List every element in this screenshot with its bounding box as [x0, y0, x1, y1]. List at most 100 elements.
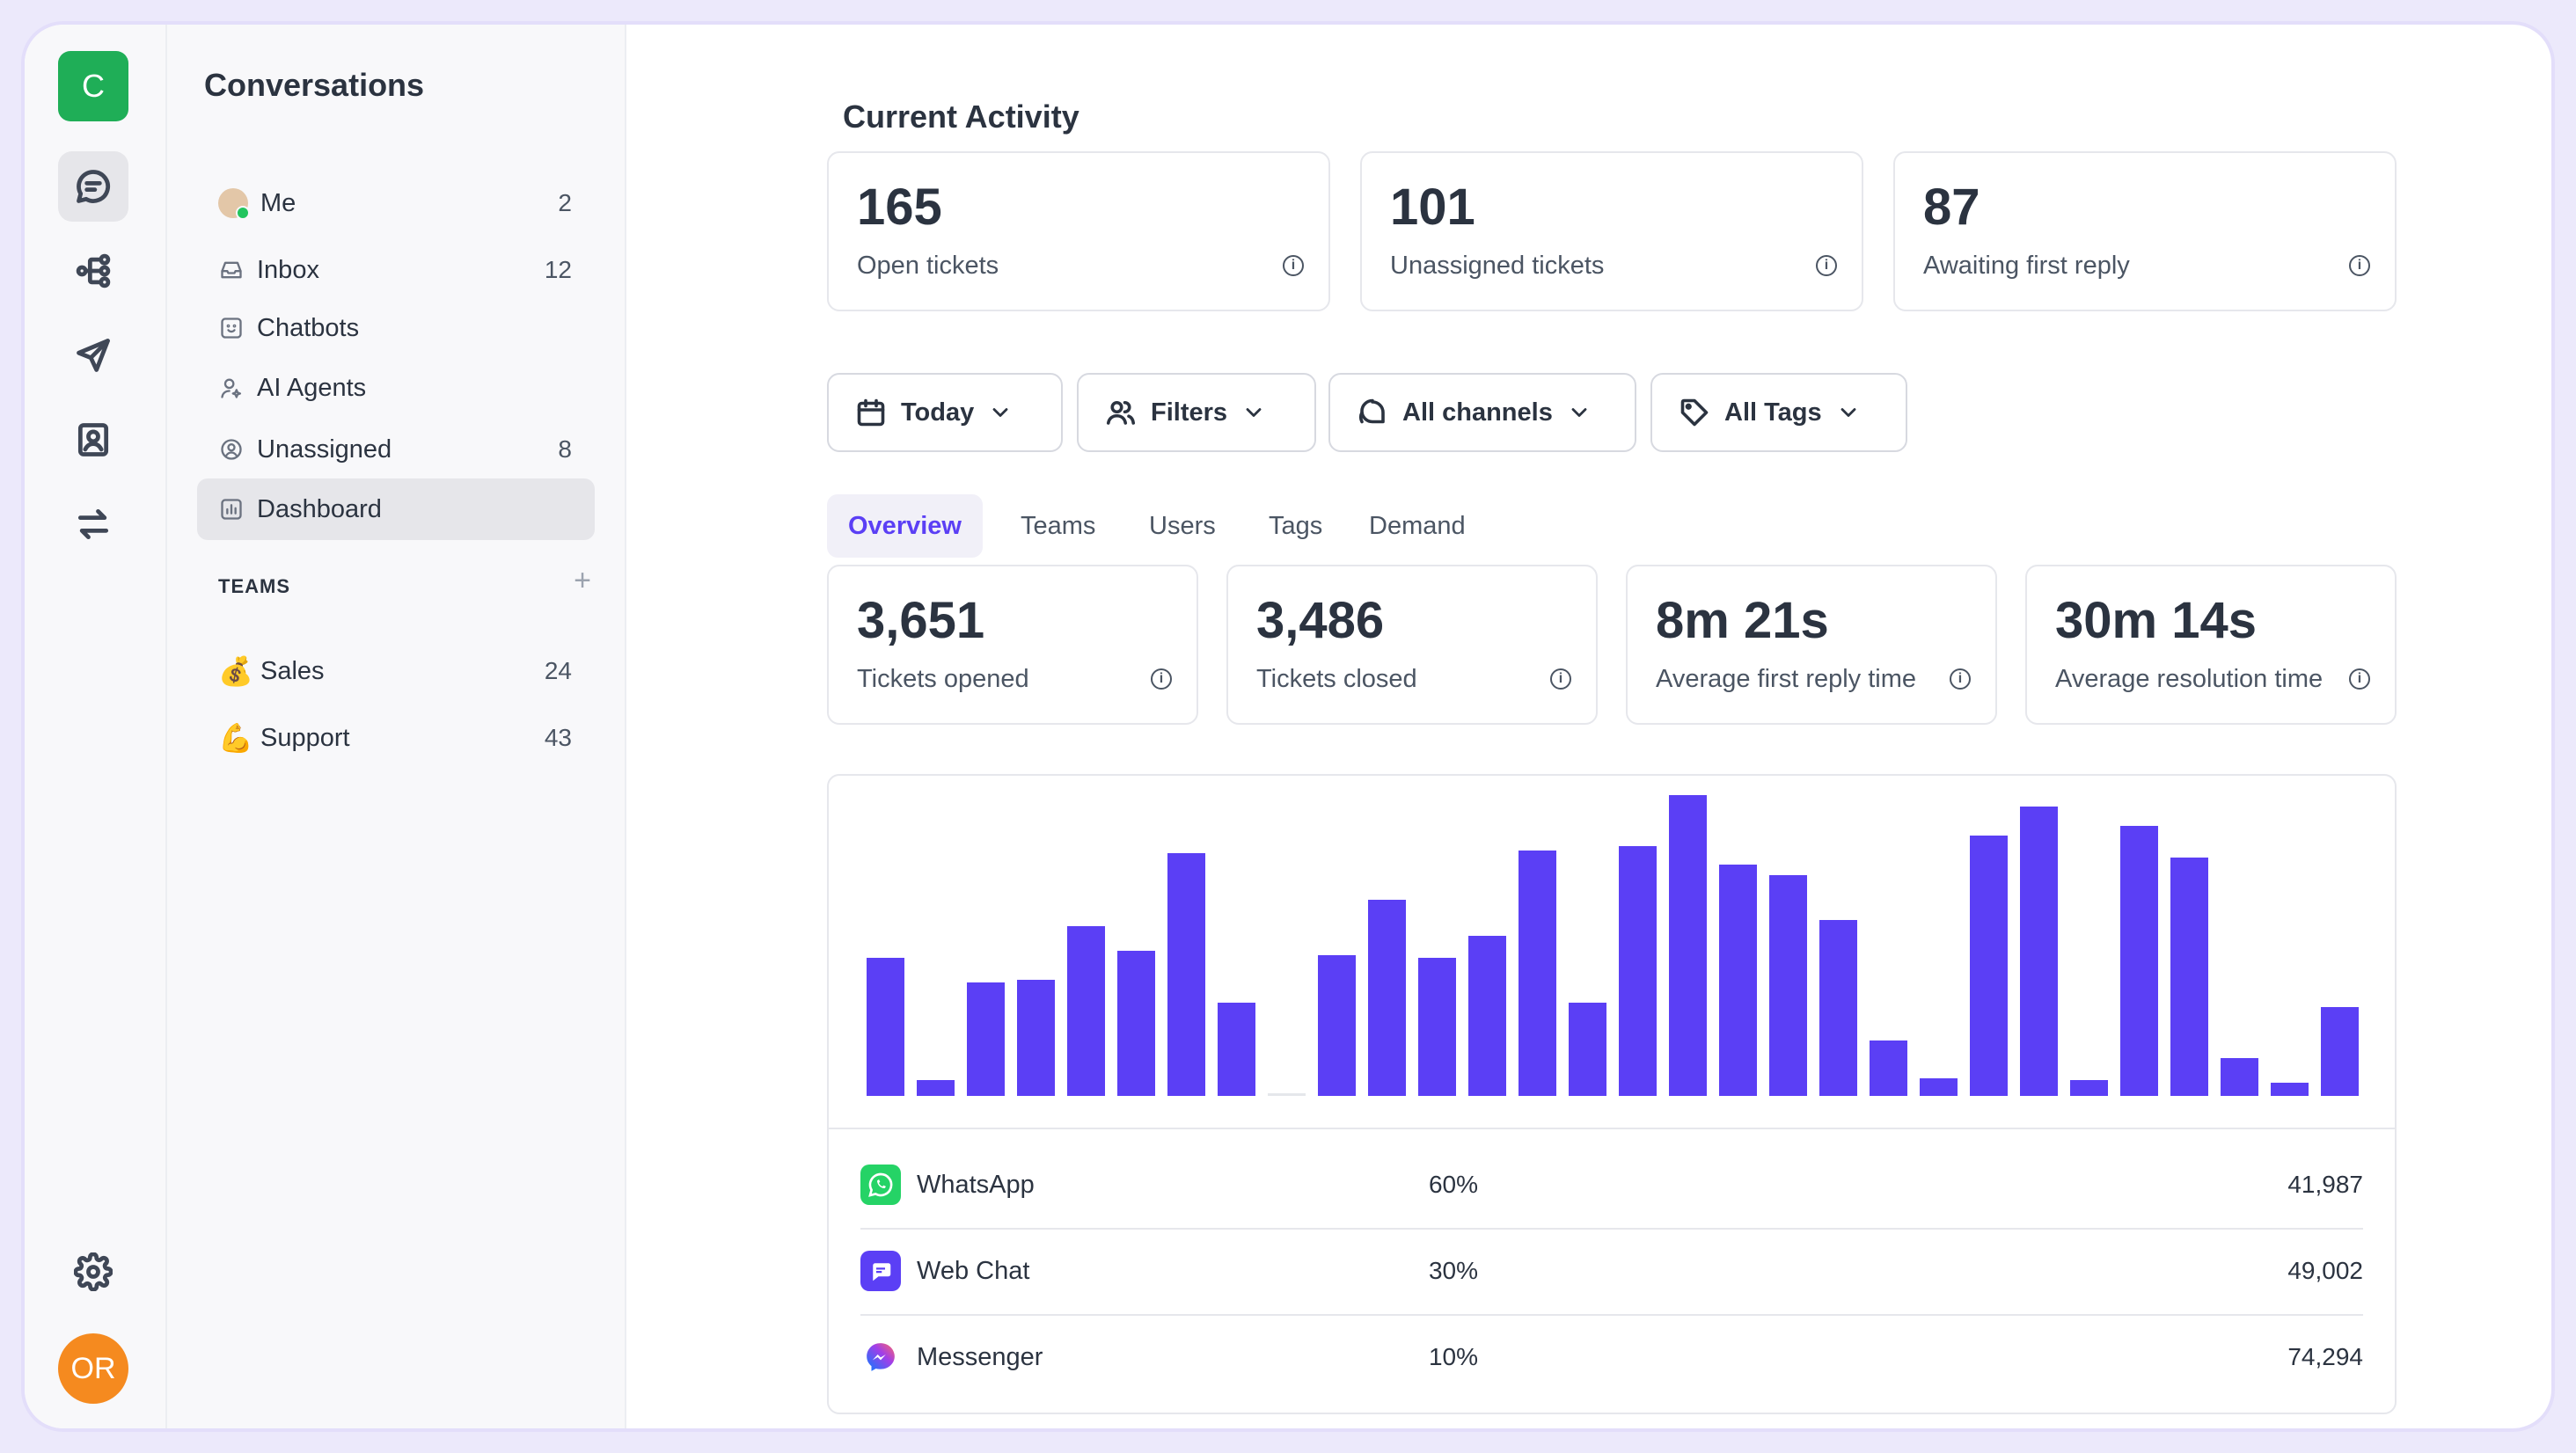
sidebar-item-team-support[interactable]: 💪 Support 43: [197, 707, 595, 769]
conversations-icon[interactable]: [58, 151, 128, 222]
channel-name: WhatsApp: [917, 1170, 1035, 1199]
whatsapp-icon: [860, 1165, 901, 1205]
sidebar-item-label: AI Agents: [257, 373, 367, 402]
channel-row-messenger: Messenger 10% 74,294: [860, 1314, 2363, 1400]
chart-bar[interactable]: [1819, 919, 1858, 1096]
sidebar-item-unassigned[interactable]: Unassigned 8: [197, 419, 595, 480]
bar-chart: [860, 795, 2365, 1096]
info-icon[interactable]: i: [2349, 668, 2370, 690]
info-icon[interactable]: i: [1950, 668, 1971, 690]
tab-tags[interactable]: Tags: [1269, 511, 1323, 540]
metric-label: Tickets closed: [1256, 665, 1417, 693]
chart-bar[interactable]: [1367, 900, 1407, 1096]
add-team-icon[interactable]: +: [574, 564, 591, 597]
chart-bar[interactable]: [2069, 1080, 2109, 1096]
chart-bar[interactable]: [1768, 875, 1808, 1096]
channel-name: Web Chat: [917, 1256, 1030, 1285]
teams-heading: TEAMS: [218, 575, 290, 597]
channels-dropdown[interactable]: All channels: [1328, 373, 1636, 452]
sidebar-item-ai-agents[interactable]: AI Agents: [197, 357, 595, 419]
divider: [829, 1128, 2395, 1129]
workspace-logo[interactable]: C: [58, 51, 128, 121]
info-icon[interactable]: i: [2349, 255, 2370, 276]
chart-bar[interactable]: [916, 1080, 955, 1096]
tab-teams[interactable]: Teams: [1021, 511, 1096, 540]
contacts-icon[interactable]: [58, 405, 128, 475]
chart-bar[interactable]: [1919, 1077, 1958, 1096]
chart-bar[interactable]: [1568, 1002, 1607, 1096]
chart-bar[interactable]: [1869, 1040, 1908, 1096]
sidebar-item-label: Chatbots: [257, 313, 360, 342]
main-content: Current Activity 165 Open tickets i 101 …: [626, 25, 2551, 1428]
divider: [860, 1228, 2363, 1230]
metric-value: 3,651: [857, 592, 985, 649]
metric-card-first-reply: 8m 21s Average first reply time i: [1626, 565, 1997, 725]
info-icon[interactable]: i: [1283, 255, 1304, 276]
chart-bar[interactable]: [1317, 955, 1357, 1096]
stat-value: 101: [1390, 179, 1475, 236]
chart-bar[interactable]: [1618, 846, 1658, 1096]
chart-bar[interactable]: [1066, 926, 1106, 1096]
chart-bar[interactable]: [1167, 852, 1206, 1096]
chart-bar[interactable]: [1718, 864, 1758, 1096]
chart-bar[interactable]: [1267, 1093, 1306, 1096]
webchat-icon: [860, 1251, 901, 1291]
chart-bar[interactable]: [2119, 826, 2159, 1096]
workflow-icon[interactable]: [58, 236, 128, 306]
conversations-panel: Conversations Me 2 Inbox 12 Chatbots AI …: [167, 25, 626, 1428]
sidebar-item-chatbots[interactable]: Chatbots: [197, 297, 595, 359]
chart-bar[interactable]: [1116, 951, 1156, 1096]
integrations-icon[interactable]: [58, 489, 128, 559]
sidebar-item-label: Inbox: [257, 255, 319, 284]
channel-name: Messenger: [917, 1342, 1043, 1371]
flexed-arm-icon: 💪: [218, 722, 253, 754]
sidebar-item-count: 24: [544, 657, 572, 684]
chart-bar[interactable]: [2019, 806, 2059, 1096]
chip-label: All channels: [1402, 398, 1553, 427]
sidebar-item-dashboard[interactable]: Dashboard: [197, 478, 595, 540]
chart-bar[interactable]: [966, 982, 1006, 1096]
chart-bar[interactable]: [1467, 935, 1507, 1096]
chart-bar[interactable]: [1217, 1002, 1256, 1096]
sidebar-item-count: 43: [544, 724, 572, 751]
info-icon[interactable]: i: [1550, 668, 1571, 690]
sidebar-item-inbox[interactable]: Inbox 12: [197, 239, 595, 301]
tags-dropdown[interactable]: All Tags: [1650, 373, 1907, 452]
messenger-icon: [860, 1337, 901, 1377]
chart-bar[interactable]: [1969, 835, 2009, 1096]
user-avatar[interactable]: OR: [58, 1333, 128, 1404]
chart-bar[interactable]: [1417, 957, 1457, 1096]
tab-users[interactable]: Users: [1149, 511, 1216, 540]
unassigned-icon: [218, 436, 245, 463]
sidebar-item-label: Me: [260, 188, 296, 217]
chart-bar[interactable]: [2220, 1057, 2259, 1096]
settings-icon[interactable]: [58, 1237, 128, 1307]
filters-dropdown[interactable]: Filters: [1077, 373, 1316, 452]
chart-bar[interactable]: [2170, 857, 2209, 1096]
chart-bar[interactable]: [1016, 980, 1056, 1096]
metric-label: Tickets opened: [857, 665, 1029, 693]
activity-card-awaiting: 87 Awaiting first reply i: [1893, 151, 2397, 311]
stat-label: Awaiting first reply: [1923, 252, 2130, 280]
users-icon: [1106, 400, 1136, 425]
metric-card-closed: 3,486 Tickets closed i: [1226, 565, 1598, 725]
activity-card-unassigned: 101 Unassigned tickets i: [1360, 151, 1863, 311]
stat-label: Unassigned tickets: [1390, 252, 1605, 280]
tag-icon: [1680, 398, 1709, 427]
chart-bar[interactable]: [2270, 1082, 2309, 1096]
info-icon[interactable]: i: [1151, 668, 1172, 690]
chart-bar[interactable]: [866, 957, 905, 1096]
metric-card-opened: 3,651 Tickets opened i: [827, 565, 1198, 725]
chart-bar[interactable]: [1518, 851, 1557, 1096]
chart-bar[interactable]: [1668, 795, 1708, 1096]
sidebar-item-me[interactable]: Me 2: [197, 172, 595, 234]
send-icon[interactable]: [58, 320, 128, 391]
info-icon[interactable]: i: [1816, 255, 1837, 276]
chart-bar[interactable]: [2320, 1006, 2360, 1096]
tab-demand[interactable]: Demand: [1369, 511, 1466, 540]
sidebar-item-team-sales[interactable]: 💰 Sales 24: [197, 640, 595, 702]
date-filter-dropdown[interactable]: Today: [827, 373, 1063, 452]
metric-card-resolution: 30m 14s Average resolution time i: [2025, 565, 2397, 725]
dashboard-icon: [218, 496, 245, 522]
tab-overview[interactable]: Overview: [827, 494, 983, 558]
